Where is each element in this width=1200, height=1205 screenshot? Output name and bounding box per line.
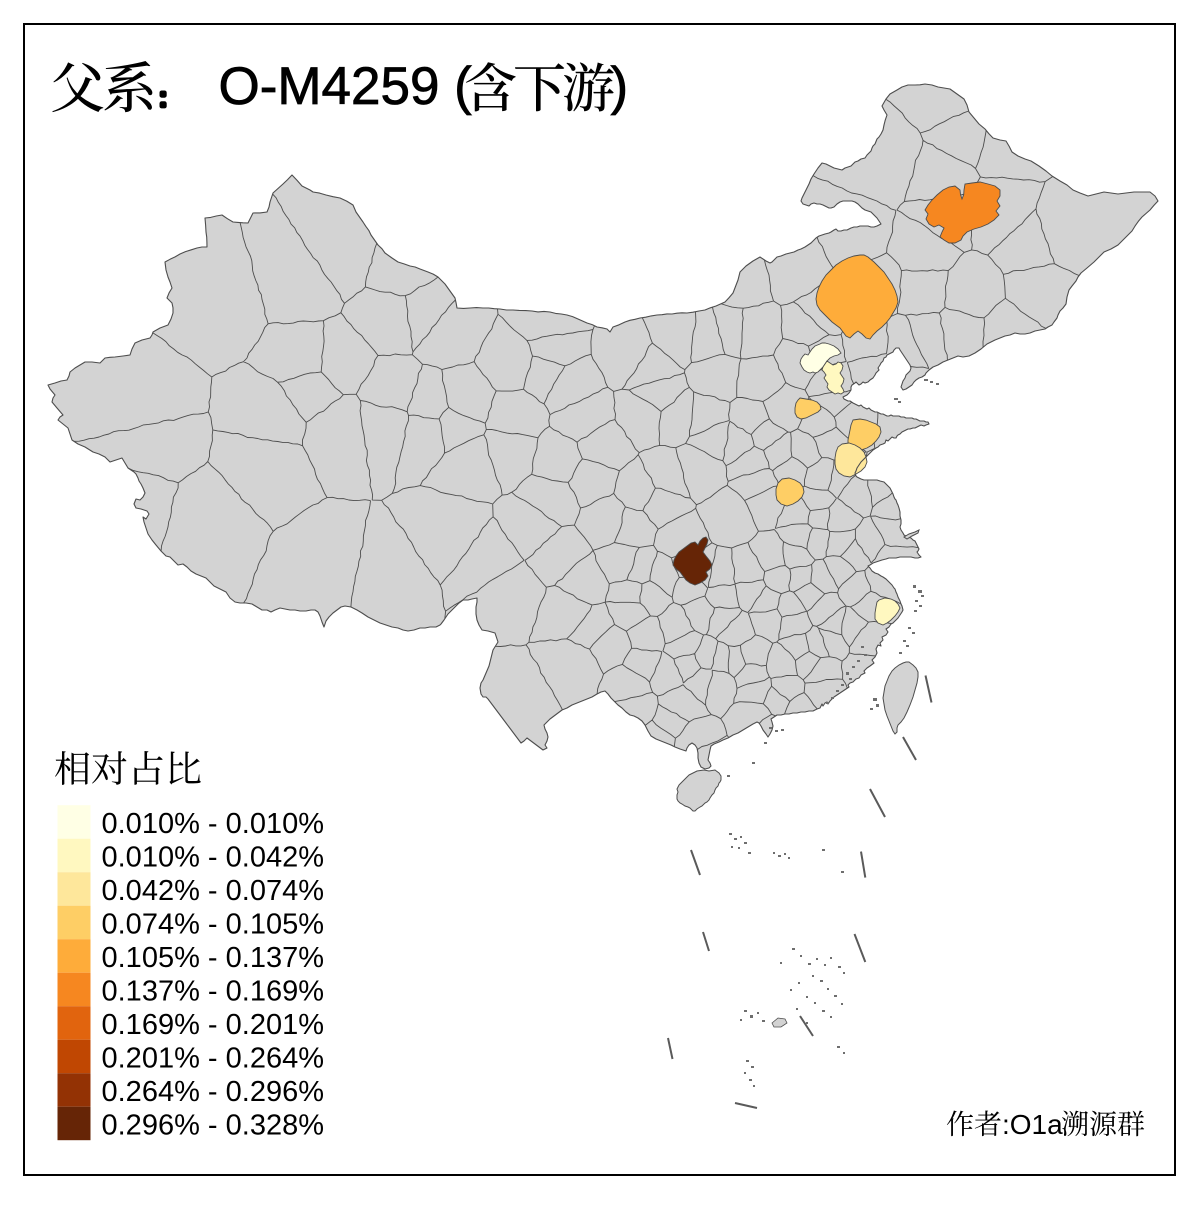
svg-text:0.074% - 0.105%: 0.074% - 0.105% [102, 909, 324, 941]
svg-text:0.169% - 0.201%: 0.169% - 0.201% [102, 1009, 324, 1041]
svg-text:0.010% - 0.042%: 0.010% - 0.042% [102, 842, 324, 874]
svg-text::O1a: :O1a [1002, 1109, 1063, 1140]
svg-text:0.201% - 0.264%: 0.201% - 0.264% [102, 1043, 324, 1075]
svg-text:): ) [611, 57, 629, 116]
svg-text:O-M4259 (: O-M4259 ( [219, 57, 473, 116]
svg-text:0.042% - 0.074%: 0.042% - 0.074% [102, 875, 324, 907]
svg-text:0.137% - 0.169%: 0.137% - 0.169% [102, 976, 324, 1008]
svg-text:0.264% - 0.296%: 0.264% - 0.296% [102, 1076, 324, 1108]
svg-text:0.010% - 0.010%: 0.010% - 0.010% [102, 808, 324, 840]
svg-text:0.296% - 0.328%: 0.296% - 0.328% [102, 1110, 324, 1142]
svg-text:0.105% - 0.137%: 0.105% - 0.137% [102, 942, 324, 974]
